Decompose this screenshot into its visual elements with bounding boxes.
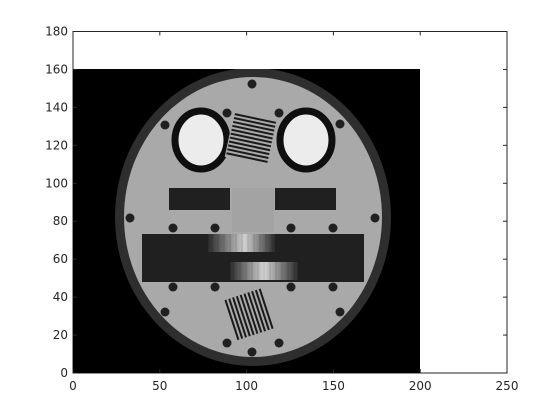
pattern-line — [251, 290, 266, 332]
pattern-line — [243, 293, 259, 334]
phantom-image — [73, 69, 420, 373]
pattern-line — [258, 288, 274, 330]
right-middle-bar — [275, 188, 336, 210]
pattern-line — [233, 117, 276, 128]
pattern-line — [247, 292, 263, 333]
marker-dot — [274, 338, 284, 348]
pattern-line — [239, 294, 255, 336]
marker-dot — [168, 282, 178, 292]
pattern-line — [234, 113, 277, 124]
lower-gradient-strip — [230, 262, 298, 280]
y-tick-labels: 0 20 40 60 80 100 120 140 160 180 — [45, 25, 68, 381]
marker-dot — [247, 347, 257, 357]
marker-dot — [168, 223, 178, 233]
y-tick-label: 40 — [53, 290, 68, 304]
marker-dot — [328, 282, 338, 292]
marker-dot — [247, 79, 257, 89]
gradient-bands — [211, 234, 295, 280]
marker-dot — [335, 307, 345, 317]
pattern-line — [227, 148, 269, 160]
marker-dot — [210, 223, 220, 233]
pattern-line — [235, 295, 251, 337]
center-column — [232, 188, 274, 232]
axis-ticks — [72, 31, 508, 374]
x-tick-label: 250 — [496, 379, 519, 393]
y-tick-label: 180 — [45, 25, 68, 39]
x-tick-labels: 0 50 100 150 200 250 — [69, 379, 518, 393]
x-tick-label: 200 — [409, 379, 432, 393]
pattern-line — [232, 124, 274, 136]
pattern-line — [254, 289, 270, 331]
pattern-line — [231, 128, 273, 140]
y-tick-label: 160 — [45, 62, 68, 76]
y-tick-label: 60 — [53, 252, 68, 266]
y-tick-label: 0 — [60, 366, 68, 380]
pattern-line — [228, 298, 244, 339]
y-tick-label: 120 — [45, 138, 68, 152]
pattern-line — [228, 140, 271, 152]
y-tick-label: 140 — [45, 100, 68, 114]
pattern-line — [230, 132, 272, 144]
marker-dot — [335, 119, 345, 129]
x-tick-label: 0 — [69, 379, 77, 393]
y-tick-label: 80 — [53, 214, 68, 228]
marker-dot — [125, 213, 135, 223]
pattern-line — [229, 136, 272, 148]
marker-dot — [274, 108, 284, 118]
pattern-line — [232, 120, 275, 132]
marker-dot — [160, 120, 170, 130]
lower-line-pattern — [223, 286, 277, 342]
upper-line-pattern — [224, 111, 278, 167]
pattern-line — [227, 144, 270, 156]
upper-gradient-strip — [208, 234, 275, 252]
y-tick-label: 20 — [53, 328, 68, 342]
x-tick-label: 100 — [235, 379, 258, 393]
left-middle-bar — [169, 188, 230, 210]
pattern-line — [232, 297, 247, 338]
marker-dot — [286, 282, 296, 292]
marker-dots — [125, 79, 380, 357]
x-tick-label: 150 — [322, 379, 345, 393]
marker-dot — [222, 338, 232, 348]
x-tick-label: 50 — [152, 379, 167, 393]
marker-dot — [286, 223, 296, 233]
marker-dot — [328, 223, 338, 233]
pattern-line — [226, 152, 268, 163]
right-eye — [276, 107, 336, 173]
marker-dot — [160, 307, 170, 317]
pattern-line — [224, 299, 240, 341]
marker-dot — [222, 108, 232, 118]
marker-dot — [210, 282, 220, 292]
y-tick-label: 100 — [45, 176, 68, 190]
marker-dot — [370, 213, 380, 223]
left-eye — [171, 107, 231, 173]
